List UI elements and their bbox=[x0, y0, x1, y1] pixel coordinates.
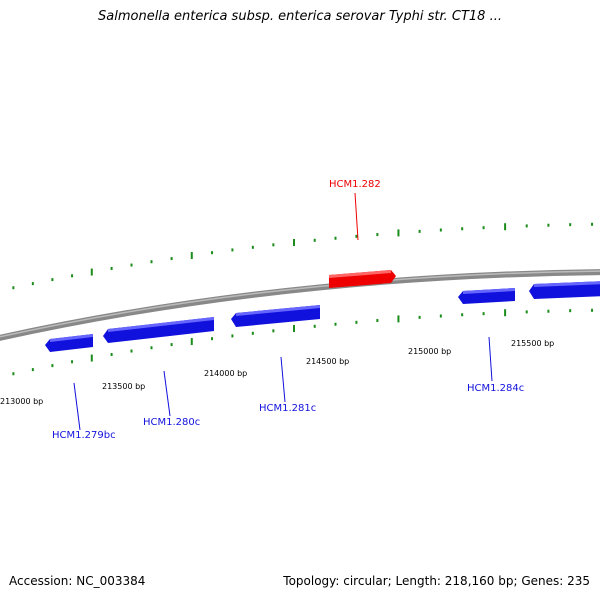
tick-label: 215500 bp bbox=[511, 339, 554, 348]
map-title: Salmonella enterica subsp. enterica sero… bbox=[98, 9, 502, 24]
sequence-stats: Topology: circular; Length: 218,160 bp; … bbox=[283, 574, 590, 588]
accession-label: Accession: NC_003384 bbox=[9, 574, 146, 588]
gene-label[interactable]: HCM1.282 bbox=[329, 179, 381, 190]
gene-label[interactable]: HCM1.284c bbox=[467, 383, 524, 394]
inner-tick-track bbox=[12, 308, 594, 376]
gene-label[interactable]: HCM1.281c bbox=[259, 403, 316, 414]
gene-feature-partial[interactable] bbox=[529, 281, 600, 299]
plasmid-backbone-highlight bbox=[0, 270, 600, 338]
tick-label: 213000 bp bbox=[0, 397, 43, 406]
tick-label: 215000 bp bbox=[408, 347, 451, 356]
gene-feature-hcm1-284c[interactable] bbox=[458, 288, 515, 304]
gene-feature-hcm1-280c[interactable] bbox=[103, 317, 214, 343]
gene-label[interactable]: HCM1.279bc bbox=[52, 430, 116, 441]
gene-feature-hcm1-279bc[interactable] bbox=[45, 334, 93, 352]
gene-label[interactable]: HCM1.280c bbox=[143, 417, 200, 428]
plasmid-backbone bbox=[0, 269, 600, 341]
gene-leader-line bbox=[280, 356, 286, 403]
gene-leader-line bbox=[354, 192, 359, 241]
gene-feature-hcm1-281c[interactable] bbox=[231, 305, 320, 327]
gene-feature-hcm1-282[interactable] bbox=[329, 270, 396, 288]
tick-label: 214000 bp bbox=[204, 369, 247, 378]
outer-tick-track bbox=[12, 222, 594, 290]
tick-label: 214500 bp bbox=[306, 357, 349, 366]
tick-label: 213500 bp bbox=[102, 382, 145, 391]
gene-leader-line bbox=[73, 382, 81, 431]
gene-leader-line bbox=[163, 370, 171, 417]
gene-leader-line bbox=[488, 336, 493, 382]
